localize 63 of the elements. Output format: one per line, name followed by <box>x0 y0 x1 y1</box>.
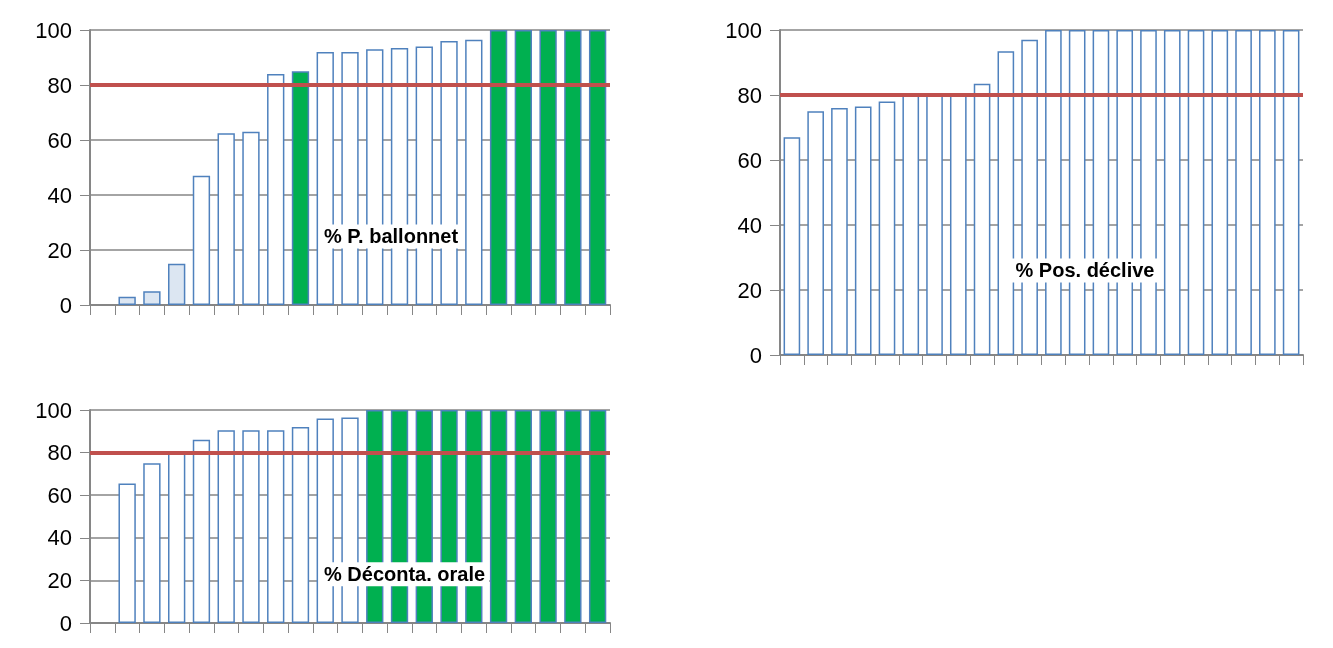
y-tick-label: 0 <box>59 292 72 318</box>
annotation: % P. ballonnet <box>324 225 459 248</box>
bar <box>1282 30 1300 355</box>
bar <box>489 410 508 623</box>
bar <box>242 131 260 305</box>
y-tick-label: 100 <box>725 17 762 43</box>
bar <box>192 439 211 623</box>
bar <box>217 133 235 305</box>
bar <box>143 463 161 623</box>
bar <box>831 108 848 355</box>
y-tick-label: 100 <box>35 17 72 43</box>
bar <box>267 430 285 623</box>
y-tick-label: 20 <box>47 237 72 263</box>
bar <box>1235 30 1252 355</box>
y-tick-label: 80 <box>47 72 72 98</box>
y-tick-label: 40 <box>47 525 72 551</box>
y-tick-label: 0 <box>749 342 762 368</box>
bar <box>291 427 310 623</box>
bar <box>564 30 582 305</box>
bar <box>118 483 136 623</box>
y-tick-label: 0 <box>59 610 72 636</box>
bar <box>902 95 920 355</box>
bar <box>514 30 532 305</box>
y-tick-label: 100 <box>35 397 72 423</box>
bar <box>1211 30 1229 355</box>
bar <box>854 106 872 355</box>
y-tick-label: 40 <box>47 182 72 208</box>
annotation: % Pos. déclive <box>1015 259 1155 282</box>
y-tick-label: 60 <box>737 147 762 173</box>
bar <box>1163 30 1181 355</box>
bar <box>783 137 801 355</box>
bar <box>267 74 285 305</box>
bar <box>588 410 607 623</box>
bar <box>118 296 136 305</box>
y-tick-label: 20 <box>737 277 762 303</box>
bar <box>168 263 186 305</box>
bar <box>539 410 557 623</box>
y-tick-label: 40 <box>737 212 762 238</box>
y-tick-label: 20 <box>47 567 72 593</box>
bar <box>1259 30 1276 355</box>
annotation: % Déconta. orale <box>324 563 486 586</box>
bar <box>192 175 211 305</box>
y-tick-label: 80 <box>737 82 762 108</box>
bar <box>217 430 235 623</box>
bar <box>291 71 310 305</box>
bar <box>878 101 896 355</box>
bar <box>1187 30 1205 355</box>
bar <box>143 291 161 305</box>
bar <box>242 430 260 623</box>
bar <box>514 410 532 623</box>
y-tick-label: 60 <box>47 482 72 508</box>
bar <box>973 83 991 355</box>
bar <box>564 410 582 623</box>
bar <box>949 95 967 355</box>
bar <box>465 39 483 305</box>
bar <box>807 111 824 355</box>
bar <box>539 30 557 305</box>
bar <box>489 30 508 305</box>
bar <box>168 452 186 623</box>
bar <box>926 95 943 355</box>
y-tick-label: 80 <box>47 440 72 466</box>
y-tick-label: 60 <box>47 127 72 153</box>
bar <box>588 30 607 305</box>
